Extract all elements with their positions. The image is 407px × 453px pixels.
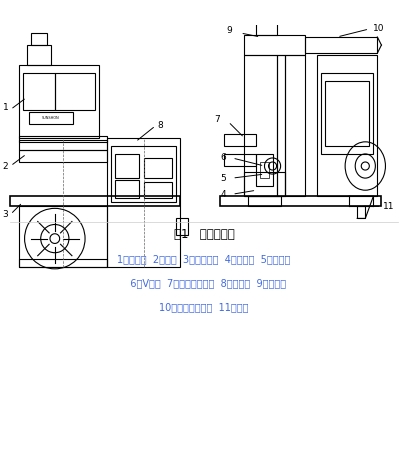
Bar	[325, 82, 369, 146]
Bar	[224, 154, 256, 166]
Text: 10．提升机排出口  11．米斗: 10．提升机排出口 11．米斗	[159, 302, 249, 312]
Bar	[19, 150, 107, 162]
Text: 8: 8	[158, 121, 163, 130]
Bar	[26, 45, 51, 65]
Bar	[55, 73, 95, 110]
Bar	[321, 73, 373, 154]
Bar	[176, 218, 188, 235]
Bar	[244, 55, 277, 196]
Text: 2: 2	[3, 162, 9, 170]
Bar	[144, 158, 172, 178]
Text: 4: 4	[221, 190, 226, 199]
Text: 图1   组合精米机: 图1 组合精米机	[174, 228, 234, 241]
Bar	[224, 134, 256, 146]
Bar	[115, 180, 140, 198]
Bar	[305, 37, 377, 53]
Text: 9: 9	[226, 26, 232, 35]
Text: SUNSHON: SUNSHON	[42, 116, 59, 120]
Text: 11: 11	[383, 202, 395, 211]
Bar	[244, 35, 305, 55]
Bar	[317, 55, 377, 196]
Bar	[248, 196, 280, 206]
Bar	[256, 23, 277, 35]
Bar	[357, 206, 365, 218]
Bar	[220, 196, 381, 206]
Bar	[22, 73, 55, 110]
Text: 1．去石机  2．架台  3．整机底座  4．投入口  5．传动带: 1．去石机 2．架台 3．整机底座 4．投入口 5．传动带	[117, 254, 291, 264]
Text: 7: 7	[214, 115, 220, 124]
Bar	[284, 55, 305, 196]
Bar	[244, 172, 284, 196]
Bar	[115, 154, 140, 178]
Bar	[19, 206, 107, 267]
Bar	[260, 162, 269, 178]
Text: 6．V带罩  7．提升机固定板  8．精米机  9．提升机: 6．V带罩 7．提升机固定板 8．精米机 9．提升机	[121, 278, 287, 288]
Bar	[111, 146, 176, 202]
Bar	[256, 154, 273, 186]
Bar	[144, 182, 172, 198]
Bar	[19, 136, 107, 142]
Bar	[19, 259, 107, 267]
Bar	[19, 140, 107, 150]
Text: 1: 1	[3, 103, 9, 112]
Bar	[277, 55, 284, 196]
Bar	[19, 65, 99, 138]
Text: 5: 5	[221, 173, 226, 183]
Text: 6: 6	[221, 154, 226, 163]
Text: 3: 3	[3, 210, 9, 219]
Text: 10: 10	[373, 24, 385, 34]
Bar	[107, 138, 180, 267]
Bar	[260, 17, 273, 23]
Bar	[11, 196, 180, 206]
Bar	[31, 33, 47, 45]
Bar	[28, 111, 73, 124]
